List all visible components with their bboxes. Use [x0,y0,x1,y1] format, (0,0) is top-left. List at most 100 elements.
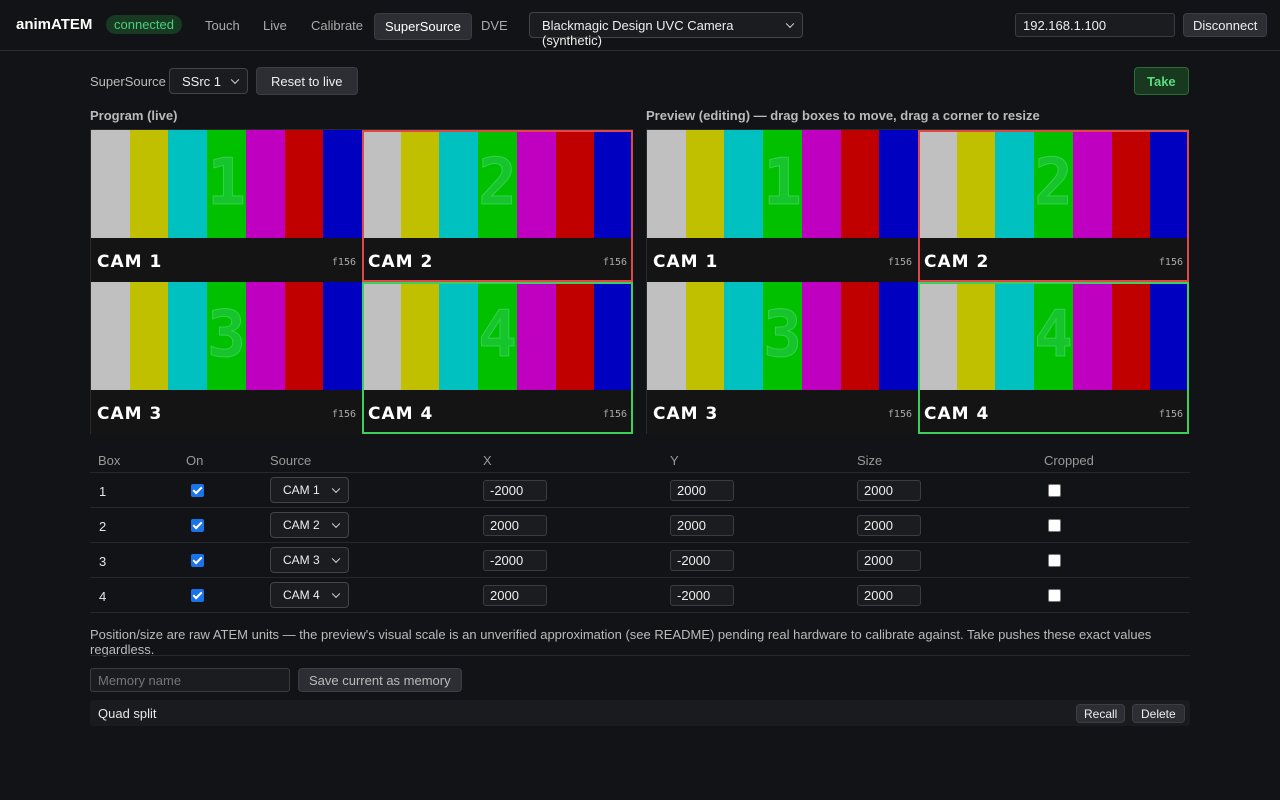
size-input[interactable] [857,515,921,536]
tile-number: 3 [763,298,803,373]
disconnect-button[interactable]: Disconnect [1183,13,1268,37]
box-number: 3 [99,554,107,569]
ssrc-select[interactable]: SSrc 1 [169,68,249,94]
color-bar [918,130,957,238]
x-input[interactable] [483,480,547,501]
color-bar [129,130,169,238]
tab[interactable]: Live [263,18,287,33]
ip-input[interactable]: 192.168.1.100 [1015,13,1175,37]
color-bar [685,282,725,390]
preview-title: Preview (editing) — drag boxes to move, … [646,108,1040,123]
color-bar [685,130,725,238]
cropped-checkbox[interactable] [1048,554,1061,567]
camera-select[interactable]: Blackmagic Design UVC Camera (synthetic) [529,12,803,48]
color-bar [1150,282,1189,390]
size-input[interactable] [857,550,921,571]
column-header: Y [670,453,679,468]
table-row: 3 CAM 3 [90,542,1190,577]
x-input[interactable] [483,515,547,536]
color-bar [1111,282,1151,390]
y-input[interactable] [670,480,734,501]
preview-monitor[interactable]: 1 CAM 1 f156 2 CAM 2 f156 3 CAM 3 f156 4 CAM 4 f156 [646,129,1189,434]
color-bars [647,130,918,238]
tile-label: CAM 3 [97,404,163,424]
recall-button[interactable]: Recall [1076,704,1126,723]
color-bar [478,282,517,390]
size-input[interactable] [857,585,921,606]
source-select[interactable]: CAM 3 [270,547,349,573]
tab[interactable]: Calibrate [311,18,364,33]
tab[interactable]: DVE [481,18,508,33]
program-title: Program (live) [90,108,178,123]
color-bar [1034,130,1073,238]
color-bar [594,282,633,390]
color-bar [129,282,169,390]
on-checkbox[interactable] [191,589,204,602]
cropped-checkbox[interactable] [1048,519,1061,532]
column-header: Source [270,453,312,468]
on-checkbox[interactable] [191,484,204,497]
status-badge: connected [106,15,182,34]
tile[interactable]: 1 CAM 1 f156 [647,130,918,282]
color-bar [245,130,285,238]
color-bar [555,130,595,238]
color-bars [362,282,633,390]
delete-button[interactable]: Delete [1132,704,1185,723]
color-bar [801,130,841,238]
tab[interactable]: Touch [205,18,240,33]
tile[interactable]: 4 CAM 4 f156 [918,282,1189,434]
color-bar [956,282,996,390]
color-bar [555,282,595,390]
tab[interactable]: SuperSource [374,13,472,40]
source-select[interactable]: CAM 4 [270,582,349,608]
table-row: 1 CAM 1 [90,472,1190,507]
color-bar [207,130,246,238]
supersource-label: SuperSource [90,74,166,89]
y-input[interactable] [670,550,734,571]
source-select[interactable]: CAM 2 [270,512,349,538]
cropped-checkbox[interactable] [1048,589,1061,602]
color-bar [995,282,1035,390]
color-bars [918,130,1189,238]
color-bar [1072,282,1112,390]
save-memory-button[interactable]: Save current as memory [298,668,462,692]
color-bars [91,282,362,390]
color-bar [516,130,556,238]
color-bar [168,282,208,390]
tile-label: CAM 1 [97,252,163,272]
tile[interactable]: 2 CAM 2 f156 [918,130,1189,282]
reset-button[interactable]: Reset to live [256,67,358,95]
on-checkbox[interactable] [191,554,204,567]
y-input[interactable] [670,585,734,606]
tile: 2 CAM 2 f156 [362,130,633,282]
color-bar [1111,130,1151,238]
x-input[interactable] [483,550,547,571]
tile-number: 1 [763,146,803,221]
color-bar [1072,130,1112,238]
cropped-checkbox[interactable] [1048,484,1061,497]
tile-frame: f156 [1158,257,1183,268]
box-number: 2 [99,519,107,534]
color-bar [91,130,130,238]
color-bars [362,130,633,238]
memory-item: Quad split Recall Delete [90,700,1190,726]
on-checkbox[interactable] [191,519,204,532]
column-header: Cropped [1044,453,1094,468]
color-bar [439,130,479,238]
tile[interactable]: 3 CAM 3 f156 [647,282,918,434]
y-input[interactable] [670,515,734,536]
memory-name-input[interactable] [90,668,290,692]
column-header: X [483,453,492,468]
color-bar [763,282,802,390]
take-button[interactable]: Take [1134,67,1189,95]
color-bar [1034,282,1073,390]
x-input[interactable] [483,585,547,606]
size-input[interactable] [857,480,921,501]
tile: 3 CAM 3 f156 [91,282,362,434]
tile: 1 CAM 1 f156 [91,130,362,282]
color-bar [323,282,362,390]
table-bottom [90,612,1190,613]
source-select[interactable]: CAM 1 [270,477,349,503]
